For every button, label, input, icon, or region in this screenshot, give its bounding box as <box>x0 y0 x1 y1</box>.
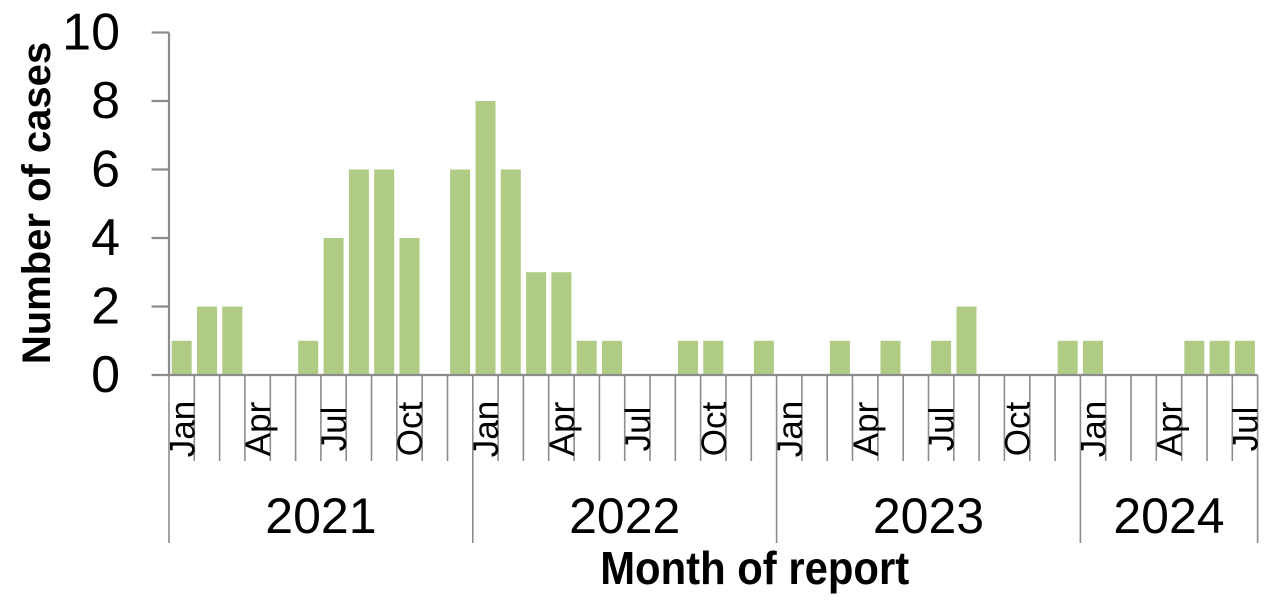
svg-text:2023: 2023 <box>873 488 984 544</box>
svg-text:10: 10 <box>62 4 120 62</box>
svg-text:Jul: Jul <box>1227 407 1266 452</box>
svg-text:6: 6 <box>91 141 120 199</box>
svg-text:Apr: Apr <box>1151 401 1190 456</box>
svg-text:Apr: Apr <box>239 401 278 456</box>
svg-text:Jul: Jul <box>619 407 658 452</box>
svg-text:Jan: Jan <box>771 401 810 457</box>
svg-text:2022: 2022 <box>569 488 680 544</box>
svg-text:Number of cases: Number of cases <box>15 42 59 364</box>
svg-text:Jan: Jan <box>1075 401 1114 457</box>
svg-text:Month of report: Month of report <box>600 542 909 594</box>
svg-text:Apr: Apr <box>543 401 582 456</box>
svg-text:2021: 2021 <box>265 488 376 544</box>
svg-text:0: 0 <box>91 346 120 404</box>
svg-text:2: 2 <box>91 278 120 336</box>
svg-text:Oct: Oct <box>999 402 1038 457</box>
svg-text:Oct: Oct <box>695 402 734 457</box>
svg-text:Jan: Jan <box>163 401 202 457</box>
svg-text:Jul: Jul <box>315 407 354 452</box>
svg-text:Jul: Jul <box>923 407 962 452</box>
svg-text:4: 4 <box>91 209 120 267</box>
svg-text:2024: 2024 <box>1113 488 1224 544</box>
svg-text:Oct: Oct <box>391 402 430 457</box>
svg-text:8: 8 <box>91 72 120 130</box>
svg-text:Apr: Apr <box>847 401 886 456</box>
svg-text:Jan: Jan <box>467 401 506 457</box>
